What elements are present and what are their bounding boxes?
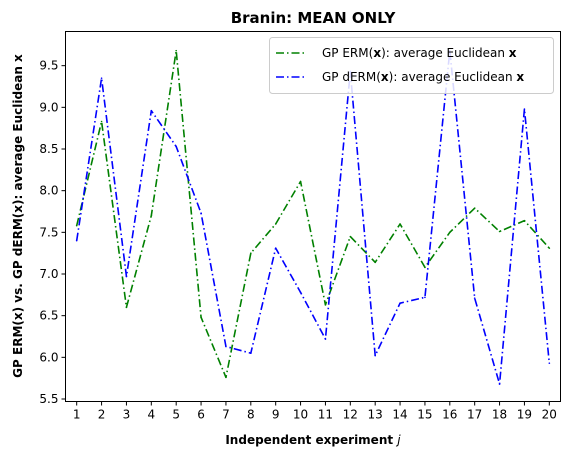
y-axis: 5.5 6.0 6.5 7.0 7.5 8.0 8.5 9.0 9.5: [39, 59, 66, 406]
data-point: [424, 266, 426, 269]
data-point: [424, 296, 426, 299]
data-point: [200, 316, 202, 319]
data-point: [274, 247, 277, 249]
data-point: [498, 230, 501, 233]
series-line-2: [75, 49, 551, 385]
data-point: [225, 345, 227, 348]
data-point: [225, 376, 227, 379]
y-axis-label: GP ERM(x) vs. GP dERM(x): average Euclid…: [11, 54, 25, 378]
data-point: [299, 180, 302, 183]
data-point: [349, 235, 352, 238]
data-point: [100, 77, 103, 79]
data-point: [523, 108, 526, 110]
series-line-1: [75, 49, 550, 379]
data-point: [75, 224, 78, 227]
x-tick-label: 17: [467, 408, 482, 422]
x-tick-label: 1: [73, 408, 81, 422]
data-point: [374, 261, 376, 264]
data-point: [100, 120, 103, 123]
chart-title: Branin: MEAN ONLY: [231, 9, 397, 27]
x-tick-label: 16: [442, 408, 457, 422]
data-point: [274, 223, 277, 225]
x-tick-label: 11: [318, 408, 333, 422]
x-tick-label: 3: [123, 408, 131, 422]
x-axis-label-var: j: [395, 433, 401, 447]
x-tick-label: 13: [368, 408, 383, 422]
y-tick-label: 7.5: [39, 225, 58, 239]
data-point: [175, 49, 177, 52]
data-point: [150, 109, 153, 112]
data-point: [125, 275, 128, 278]
x-tick-label: 20: [542, 408, 557, 422]
x-axis: 1 2 3 4 5 6 7 8 9 10 11 12 13 14 15 16 17 18 19 20: [73, 401, 557, 422]
data-point: [175, 145, 177, 148]
data-point: [473, 207, 476, 209]
legend-box: [269, 37, 554, 94]
x-tick-label: 19: [517, 408, 532, 422]
data-point: [150, 214, 153, 217]
data-point: [548, 247, 551, 249]
data-point: [374, 354, 376, 357]
data-point: [75, 239, 78, 242]
legend-label: GP dERM(x): average Euclidean x: [322, 70, 524, 84]
x-tick-label: 12: [343, 408, 358, 422]
x-tick-label: 5: [172, 408, 180, 422]
y-tick-label: 8.0: [39, 184, 58, 198]
data-point: [200, 212, 202, 214]
data-point: [250, 352, 252, 354]
x-tick-label: 7: [222, 408, 230, 422]
y-tick-label: 8.5: [39, 142, 58, 156]
y-tick-label: 9.0: [39, 100, 58, 114]
data-point: [473, 297, 476, 299]
series-layer: [75, 49, 551, 385]
legend: GP ERM(x): average Euclidean x GP dERM(x)…: [269, 37, 554, 94]
x-tick-label: 6: [197, 408, 205, 422]
x-tick-label: 4: [147, 408, 155, 422]
data-point: [324, 338, 327, 340]
data-point: [399, 302, 401, 304]
x-axis-label: Independent experiment j: [225, 433, 401, 447]
legend-label: GP ERM(x): average Euclidean x: [322, 46, 517, 60]
plot-frame: [65, 31, 561, 402]
data-point: [125, 306, 128, 309]
data-point: [324, 304, 327, 306]
data-point: [399, 223, 401, 225]
x-tick-label: 8: [247, 408, 255, 422]
y-tick-label: 7.0: [39, 267, 58, 281]
data-point: [523, 219, 526, 222]
y-tick-label: 6.0: [39, 350, 58, 364]
data-point: [498, 383, 501, 385]
data-point: [299, 291, 302, 294]
y-tick-label: 9.5: [39, 59, 58, 73]
x-axis-label-text: Independent experiment: [225, 433, 393, 447]
y-tick-label: 6.5: [39, 309, 58, 323]
x-tick-label: 18: [492, 408, 507, 422]
x-tick-label: 2: [98, 408, 106, 422]
y-tick-label: 5.5: [39, 392, 58, 406]
data-point: [548, 362, 551, 364]
x-tick-label: 15: [417, 408, 432, 422]
data-point: [250, 252, 252, 254]
data-point: [449, 231, 451, 234]
x-tick-label: 14: [392, 408, 407, 422]
x-tick-label: 9: [272, 408, 280, 422]
x-tick-label: 10: [293, 408, 308, 422]
